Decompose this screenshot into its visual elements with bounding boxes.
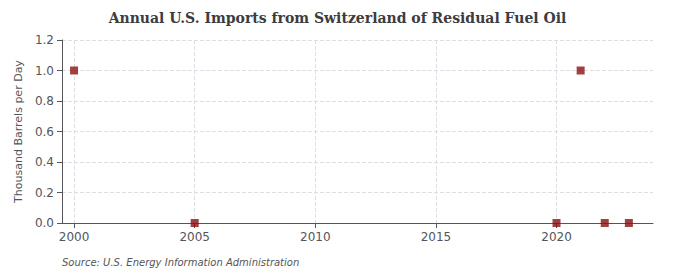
svg-text:1.2: 1.2 [35,33,54,47]
svg-text:0.2: 0.2 [35,186,54,200]
svg-text:0.8: 0.8 [35,94,54,108]
svg-text:2020: 2020 [541,230,572,244]
svg-text:Source: U.S. Energy Informatio: Source: U.S. Energy Information Administ… [62,257,299,268]
svg-text:2010: 2010 [300,230,331,244]
svg-text:2015: 2015 [421,230,452,244]
svg-text:0.4: 0.4 [35,155,54,169]
svg-text:2005: 2005 [179,230,210,244]
svg-text:0.0: 0.0 [35,216,54,230]
svg-text:0.6: 0.6 [35,125,54,139]
svg-text:1.0: 1.0 [35,64,54,78]
svg-text:Annual U.S. Imports from Switz: Annual U.S. Imports from Switzerland of … [108,10,567,26]
svg-text:2000: 2000 [59,230,90,244]
svg-text:Thousand Barrels per Day: Thousand Barrels per Day [12,60,25,204]
